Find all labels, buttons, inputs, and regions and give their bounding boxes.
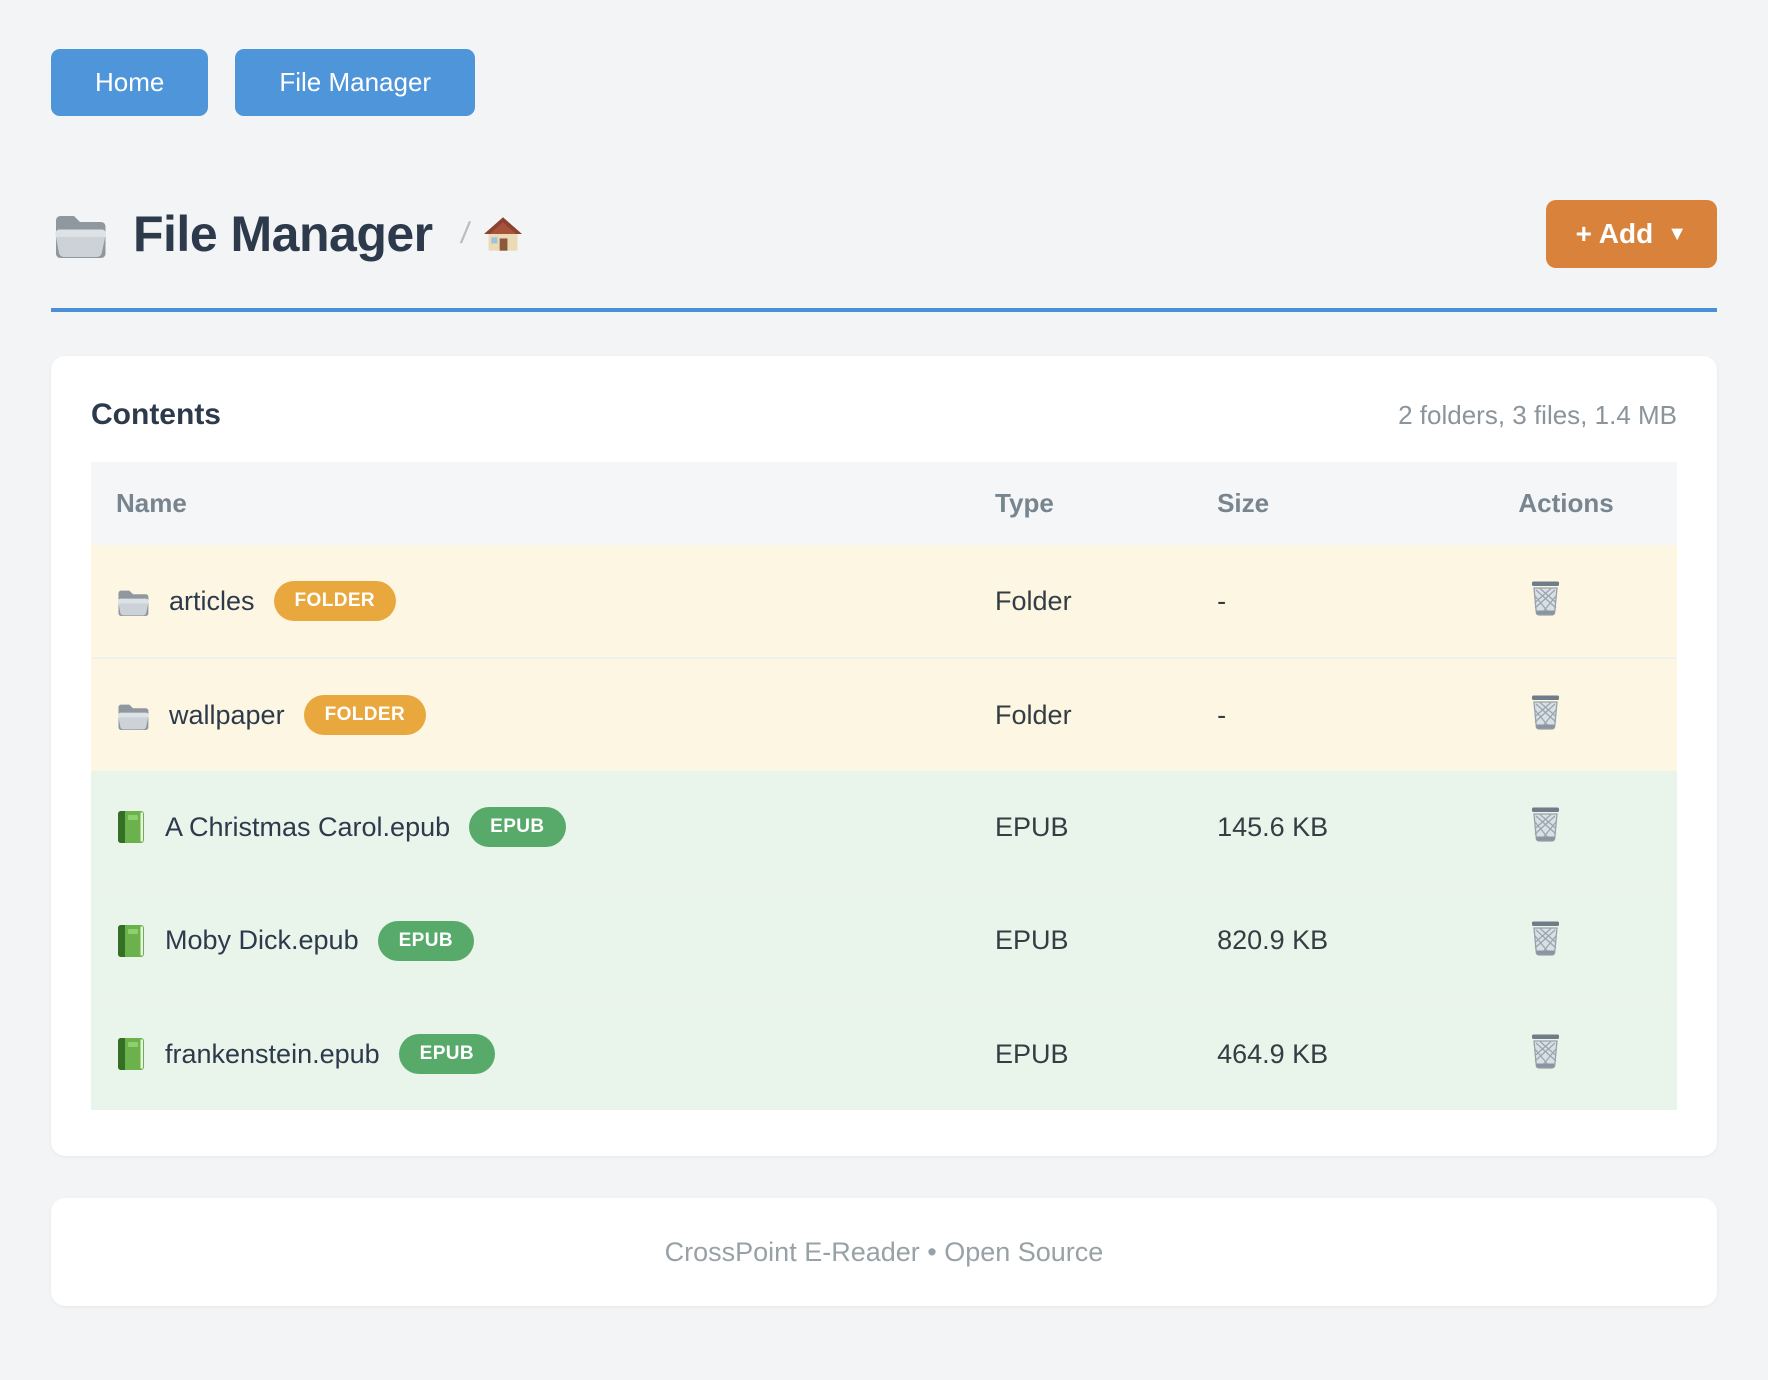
- item-type: EPUB: [995, 771, 1218, 884]
- contents-card: Contents 2 folders, 3 files, 1.4 MB Name…: [51, 356, 1717, 1156]
- caret-down-icon: ▼: [1667, 222, 1687, 245]
- delete-button[interactable]: [1518, 919, 1563, 956]
- trash-icon: [1528, 579, 1563, 616]
- column-header-actions: Actions: [1518, 462, 1677, 545]
- book-icon: [116, 1037, 146, 1071]
- item-size: 820.9 KB: [1217, 883, 1519, 997]
- table-row[interactable]: frankenstein.epub EPUB EPUB 464.9 KB: [91, 996, 1677, 1110]
- folder-icon: [116, 701, 150, 730]
- trash-icon: [1528, 1032, 1563, 1069]
- item-size: 145.6 KB: [1217, 771, 1519, 884]
- item-type: EPUB: [995, 996, 1218, 1110]
- item-type: EPUB: [995, 883, 1218, 997]
- delete-button[interactable]: [1518, 805, 1563, 842]
- table-header-row: Name Type Size Actions: [91, 462, 1677, 545]
- column-header-type: Type: [995, 462, 1218, 545]
- breadcrumb: /: [458, 215, 523, 253]
- contents-heading: Contents: [91, 398, 221, 431]
- breadcrumb-separator: /: [458, 217, 472, 250]
- item-name[interactable]: wallpaper: [169, 699, 285, 730]
- trash-icon: [1528, 805, 1563, 842]
- table-row[interactable]: A Christmas Carol.epub EPUB EPUB 145.6 K…: [91, 771, 1677, 884]
- contents-header: Contents 2 folders, 3 files, 1.4 MB: [91, 398, 1677, 432]
- delete-button[interactable]: [1518, 579, 1563, 616]
- footer: CrossPoint E-Reader • Open Source: [51, 1198, 1717, 1306]
- item-name[interactable]: A Christmas Carol.epub: [165, 811, 451, 842]
- item-size: -: [1217, 545, 1519, 658]
- file-manager-page: Home File Manager File Manager / + Add ▼…: [51, 49, 1717, 1306]
- book-icon: [116, 924, 146, 958]
- table-row[interactable]: wallpaper FOLDER Folder -: [91, 657, 1677, 771]
- folder-icon: [116, 587, 150, 616]
- book-icon: [116, 810, 146, 844]
- top-nav: Home File Manager: [51, 49, 1717, 116]
- table-row[interactable]: Moby Dick.epub EPUB EPUB 820.9 KB: [91, 883, 1677, 997]
- page-title: File Manager: [133, 206, 433, 262]
- title-divider: [51, 308, 1717, 312]
- epub-badge: EPUB: [377, 920, 474, 961]
- table-row[interactable]: articles FOLDER Folder -: [91, 545, 1677, 658]
- column-header-name: Name: [91, 462, 996, 545]
- epub-badge: EPUB: [469, 807, 566, 847]
- item-size: 464.9 KB: [1217, 996, 1519, 1110]
- item-type: Folder: [995, 545, 1218, 658]
- item-name[interactable]: articles: [169, 585, 255, 616]
- item-size: -: [1217, 657, 1519, 771]
- file-manager-button[interactable]: File Manager: [235, 49, 476, 116]
- add-button[interactable]: + Add ▼: [1545, 200, 1717, 268]
- trash-icon: [1528, 693, 1563, 730]
- title-wrap: File Manager: [51, 205, 433, 263]
- folder-badge: FOLDER: [303, 695, 427, 735]
- item-name[interactable]: frankenstein.epub: [165, 1038, 380, 1069]
- footer-text: CrossPoint E-Reader • Open Source: [664, 1236, 1104, 1267]
- file-table: Name Type Size Actions articles FOLDER: [91, 462, 1677, 1110]
- epub-badge: EPUB: [398, 1034, 496, 1074]
- item-type: Folder: [995, 657, 1218, 771]
- folder-badge: FOLDER: [273, 581, 397, 621]
- folder-icon: [51, 210, 109, 258]
- contents-summary: 2 folders, 3 files, 1.4 MB: [1398, 400, 1677, 430]
- add-button-label: + Add: [1575, 218, 1654, 249]
- column-header-size: Size: [1217, 462, 1519, 545]
- home-button[interactable]: Home: [51, 49, 209, 116]
- item-name[interactable]: Moby Dick.epub: [165, 925, 359, 955]
- page-header: File Manager / + Add ▼: [51, 200, 1717, 268]
- delete-button[interactable]: [1518, 693, 1563, 730]
- home-icon[interactable]: [483, 215, 523, 253]
- delete-button[interactable]: [1518, 1032, 1563, 1069]
- trash-icon: [1528, 919, 1563, 956]
